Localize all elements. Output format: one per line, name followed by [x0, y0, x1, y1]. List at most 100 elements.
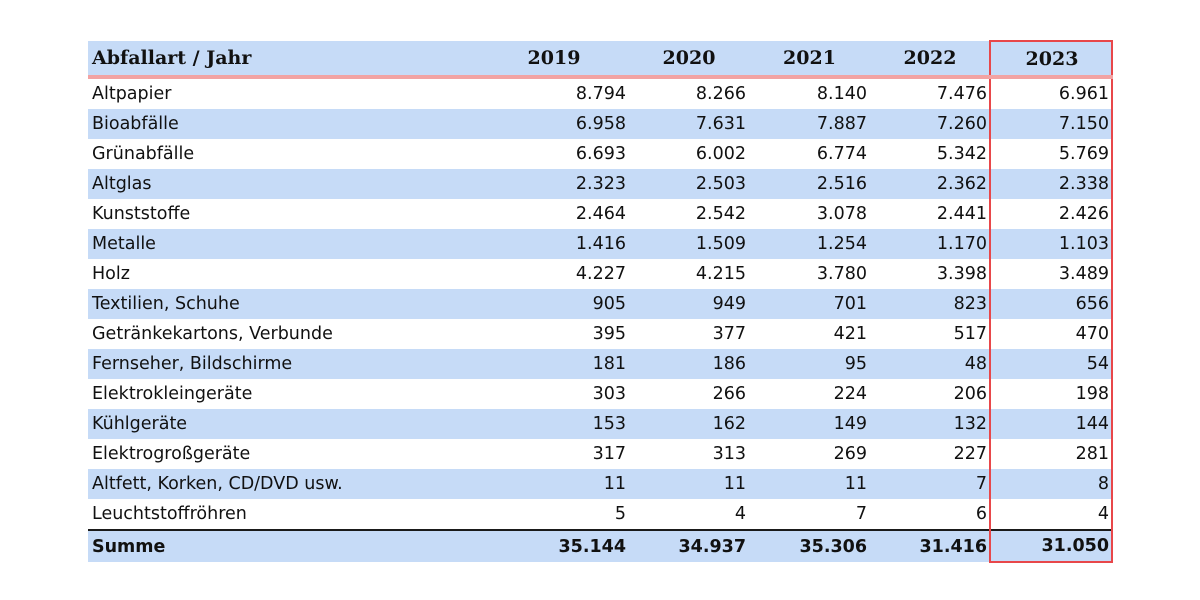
- table-row: Bioabfälle 6.958 7.631 7.887 7.260 7.150: [88, 109, 1113, 139]
- header-label: Abfallart / Jahr: [88, 41, 478, 79]
- header-year-2022: 2022: [869, 41, 990, 79]
- header-year-2021: 2021: [748, 41, 869, 79]
- cell-value: 132: [869, 409, 990, 439]
- cell-value: 11: [628, 469, 748, 499]
- table-row: Metalle 1.416 1.509 1.254 1.170 1.103: [88, 229, 1113, 259]
- row-label: Holz: [88, 259, 478, 289]
- cell-value: 224: [748, 379, 869, 409]
- cell-value-highlighted: 8: [989, 469, 1113, 499]
- cell-value: 8.266: [628, 77, 748, 109]
- cell-value: 701: [748, 289, 869, 319]
- row-label: Kunststoffe: [88, 199, 478, 229]
- cell-value: 1.416: [478, 229, 628, 259]
- row-label: Elektrogroßgeräte: [88, 439, 478, 469]
- sum-value: 31.416: [869, 529, 990, 562]
- sum-value: 35.144: [478, 529, 628, 562]
- cell-value: 4: [628, 499, 748, 530]
- row-label: Fernseher, Bildschirme: [88, 349, 478, 379]
- cell-value: 313: [628, 439, 748, 469]
- cell-value-highlighted: 7.150: [989, 109, 1113, 139]
- cell-value-highlighted: 5.769: [989, 139, 1113, 169]
- cell-value: 7.476: [869, 77, 990, 109]
- row-label: Altpapier: [88, 77, 478, 109]
- cell-value: 5: [478, 499, 628, 530]
- table-body: Altpapier 8.794 8.266 8.140 7.476 6.961 …: [88, 77, 1113, 563]
- cell-value: 303: [478, 379, 628, 409]
- row-label: Grünabfälle: [88, 139, 478, 169]
- cell-value: 149: [748, 409, 869, 439]
- cell-value-highlighted: 1.103: [989, 229, 1113, 259]
- waste-table-container: Abfallart / Jahr 2019 2020 2021 2022 202…: [88, 40, 1113, 563]
- table-row: Grünabfälle 6.693 6.002 6.774 5.342 5.76…: [88, 139, 1113, 169]
- cell-value: 1.170: [869, 229, 990, 259]
- cell-value-highlighted: 281: [989, 439, 1113, 469]
- table-row: Altglas 2.323 2.503 2.516 2.362 2.338: [88, 169, 1113, 199]
- cell-value: 5.342: [869, 139, 990, 169]
- cell-value: 2.464: [478, 199, 628, 229]
- cell-value: 186: [628, 349, 748, 379]
- cell-value: 2.503: [628, 169, 748, 199]
- table-row: Elektrokleingeräte 303 266 224 206 198: [88, 379, 1113, 409]
- row-label: Bioabfälle: [88, 109, 478, 139]
- cell-value: 2.542: [628, 199, 748, 229]
- cell-value: 3.398: [869, 259, 990, 289]
- cell-value: 8.794: [478, 77, 628, 109]
- table-row: Elektrogroßgeräte 317 313 269 227 281: [88, 439, 1113, 469]
- row-label: Altfett, Korken, CD/DVD usw.: [88, 469, 478, 499]
- cell-value-highlighted: 6.961: [989, 77, 1113, 109]
- cell-value-highlighted: 2.338: [989, 169, 1113, 199]
- table-row: Holz 4.227 4.215 3.780 3.398 3.489: [88, 259, 1113, 289]
- cell-value: 1.509: [628, 229, 748, 259]
- sum-value: 34.937: [628, 529, 748, 562]
- sum-value: 35.306: [748, 529, 869, 562]
- row-label: Elektrokleingeräte: [88, 379, 478, 409]
- cell-value: 206: [869, 379, 990, 409]
- cell-value: 4.215: [628, 259, 748, 289]
- cell-value: 6.958: [478, 109, 628, 139]
- sum-value-highlighted: 31.050: [989, 529, 1113, 563]
- cell-value: 7: [748, 499, 869, 530]
- cell-value: 4.227: [478, 259, 628, 289]
- cell-value: 377: [628, 319, 748, 349]
- cell-value: 162: [628, 409, 748, 439]
- cell-value-highlighted: 198: [989, 379, 1113, 409]
- cell-value: 7: [869, 469, 990, 499]
- row-label: Altglas: [88, 169, 478, 199]
- table-row: Fernseher, Bildschirme 181 186 95 48 54: [88, 349, 1113, 379]
- header-year-2023: 2023: [989, 40, 1113, 79]
- cell-value: 2.323: [478, 169, 628, 199]
- row-label: Kühlgeräte: [88, 409, 478, 439]
- header-year-2020: 2020: [628, 41, 748, 79]
- cell-value: 6: [869, 499, 990, 530]
- header-year-2019: 2019: [478, 41, 628, 79]
- cell-value-highlighted: 656: [989, 289, 1113, 319]
- cell-value: 11: [748, 469, 869, 499]
- cell-value-highlighted: 470: [989, 319, 1113, 349]
- table-row: Textilien, Schuhe 905 949 701 823 656: [88, 289, 1113, 319]
- table-row: Kunststoffe 2.464 2.542 3.078 2.441 2.42…: [88, 199, 1113, 229]
- cell-value: 517: [869, 319, 990, 349]
- table-row: Leuchtstoffröhren 5 4 7 6 4: [88, 499, 1113, 530]
- cell-value: 317: [478, 439, 628, 469]
- cell-value: 2.362: [869, 169, 990, 199]
- cell-value: 3.780: [748, 259, 869, 289]
- cell-value: 2.441: [869, 199, 990, 229]
- cell-value: 181: [478, 349, 628, 379]
- cell-value-highlighted: 144: [989, 409, 1113, 439]
- cell-value: 8.140: [748, 77, 869, 109]
- row-label: Textilien, Schuhe: [88, 289, 478, 319]
- cell-value: 3.078: [748, 199, 869, 229]
- cell-value: 395: [478, 319, 628, 349]
- header-row: Abfallart / Jahr 2019 2020 2021 2022 202…: [88, 40, 1113, 79]
- cell-value: 266: [628, 379, 748, 409]
- cell-value: 7.887: [748, 109, 869, 139]
- cell-value: 2.516: [748, 169, 869, 199]
- cell-value: 7.631: [628, 109, 748, 139]
- row-label: Metalle: [88, 229, 478, 259]
- cell-value-highlighted: 54: [989, 349, 1113, 379]
- cell-value: 227: [869, 439, 990, 469]
- row-label: Getränkekartons, Verbunde: [88, 319, 478, 349]
- cell-value: 48: [869, 349, 990, 379]
- table-row: Getränkekartons, Verbunde 395 377 421 51…: [88, 319, 1113, 349]
- waste-by-year-table: Abfallart / Jahr 2019 2020 2021 2022 202…: [88, 40, 1113, 563]
